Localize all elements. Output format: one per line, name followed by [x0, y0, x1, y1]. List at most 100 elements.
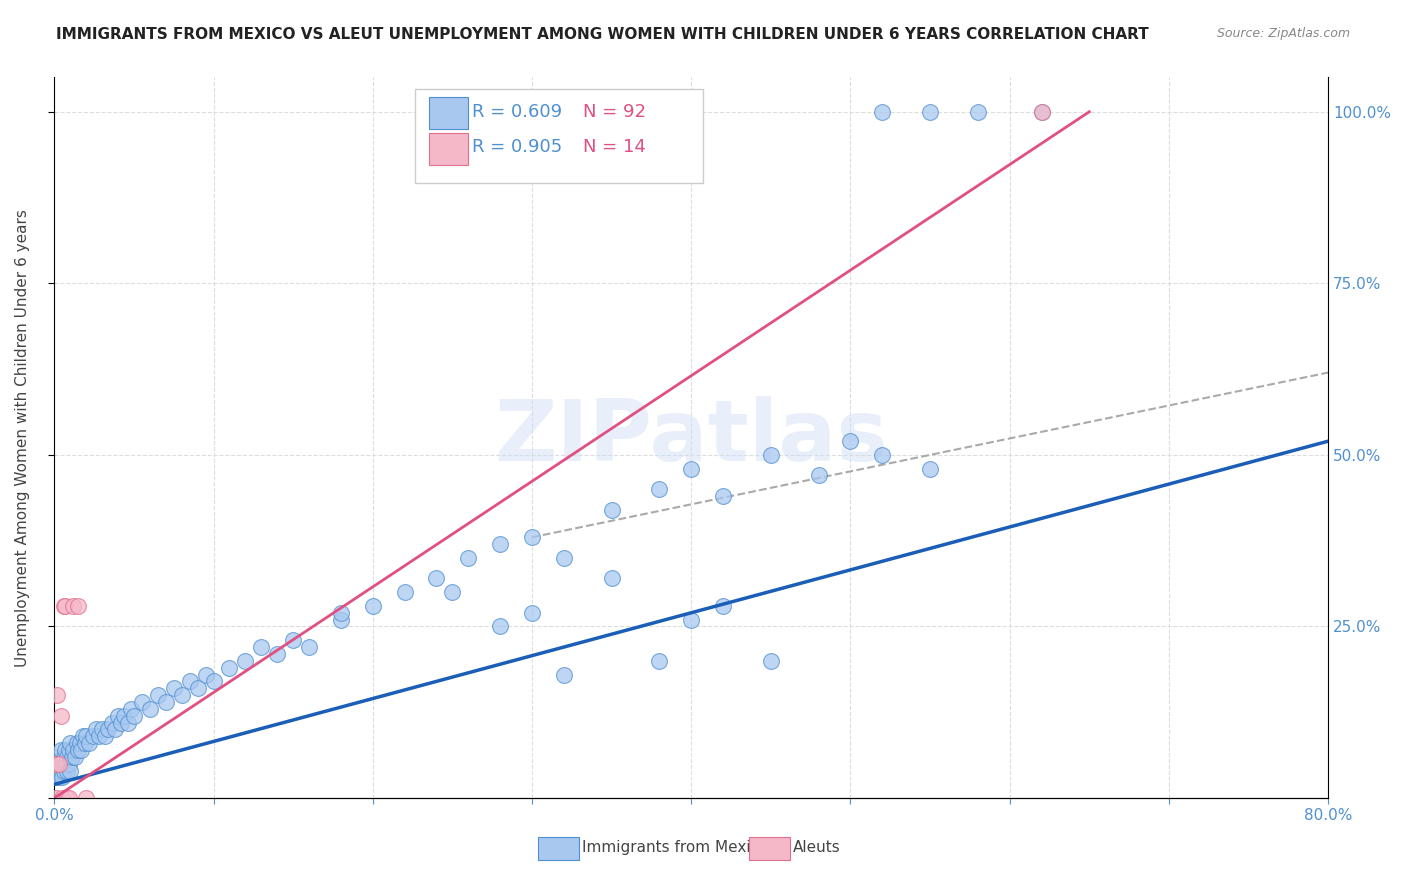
Text: R = 0.609: R = 0.609 — [472, 103, 562, 120]
Point — [67, 599, 90, 613]
Point — [97, 723, 120, 737]
Point — [425, 571, 447, 585]
Point — [75, 791, 97, 805]
Text: N = 14: N = 14 — [583, 138, 647, 156]
Point — [91, 723, 114, 737]
Point — [60, 750, 83, 764]
Point — [194, 667, 217, 681]
Point — [59, 764, 82, 778]
Point — [155, 695, 177, 709]
Point — [441, 585, 464, 599]
Point — [759, 654, 782, 668]
Point — [94, 729, 117, 743]
Point — [70, 743, 93, 757]
Point — [63, 750, 86, 764]
Point — [872, 448, 894, 462]
Point — [45, 791, 67, 805]
Point — [55, 743, 77, 757]
Text: Source: ZipAtlas.com: Source: ZipAtlas.com — [1216, 27, 1350, 40]
Point — [51, 791, 73, 805]
Point — [329, 606, 352, 620]
Point — [457, 550, 479, 565]
Point — [48, 771, 70, 785]
Point — [918, 104, 941, 119]
Point — [553, 550, 575, 565]
Point — [104, 723, 127, 737]
Point — [67, 743, 90, 757]
Point — [553, 667, 575, 681]
Point — [759, 448, 782, 462]
Point — [82, 729, 104, 743]
Point — [179, 674, 201, 689]
Point — [281, 633, 304, 648]
Point — [100, 715, 122, 730]
Point — [218, 661, 240, 675]
Point — [187, 681, 209, 696]
Point — [872, 104, 894, 119]
Point — [489, 537, 512, 551]
Y-axis label: Unemployment Among Women with Children Under 6 years: Unemployment Among Women with Children U… — [15, 209, 30, 666]
Point — [49, 743, 72, 757]
Point — [107, 708, 129, 723]
Point — [84, 723, 107, 737]
Point — [711, 489, 734, 503]
Point — [45, 756, 67, 771]
Point — [139, 702, 162, 716]
Text: Immigrants from Mexico: Immigrants from Mexico — [582, 840, 769, 855]
Point — [839, 434, 862, 449]
Point — [55, 599, 77, 613]
Point — [49, 708, 72, 723]
Text: ZIPatlas: ZIPatlas — [495, 396, 889, 479]
Point — [46, 756, 69, 771]
Point — [250, 640, 273, 654]
Point — [51, 771, 73, 785]
Point — [131, 695, 153, 709]
Point — [62, 743, 84, 757]
Point — [46, 764, 69, 778]
Point — [918, 461, 941, 475]
Point — [56, 791, 79, 805]
Point — [681, 461, 703, 475]
Point — [117, 715, 139, 730]
Point — [58, 756, 80, 771]
Point — [202, 674, 225, 689]
Point — [648, 654, 671, 668]
Point — [52, 750, 75, 764]
Point — [49, 764, 72, 778]
Point — [711, 599, 734, 613]
Point — [122, 708, 145, 723]
Point — [120, 702, 142, 716]
Point — [298, 640, 321, 654]
Point — [56, 764, 79, 778]
Text: IMMIGRANTS FROM MEXICO VS ALEUT UNEMPLOYMENT AMONG WOMEN WITH CHILDREN UNDER 6 Y: IMMIGRANTS FROM MEXICO VS ALEUT UNEMPLOY… — [56, 27, 1149, 42]
Point — [1031, 104, 1053, 119]
Point — [266, 647, 288, 661]
Point — [807, 468, 830, 483]
Point — [73, 736, 96, 750]
Point — [58, 791, 80, 805]
Point — [394, 585, 416, 599]
Point — [520, 530, 543, 544]
Point — [48, 750, 70, 764]
Point — [65, 736, 87, 750]
Point — [46, 688, 69, 702]
Point — [56, 750, 79, 764]
Point — [170, 688, 193, 702]
Point — [110, 715, 132, 730]
Point — [600, 503, 623, 517]
Text: Aleuts: Aleuts — [793, 840, 841, 855]
Point — [62, 599, 84, 613]
Point — [520, 606, 543, 620]
Point — [163, 681, 186, 696]
Point — [489, 619, 512, 633]
Point — [112, 708, 135, 723]
Point — [648, 482, 671, 496]
Point — [79, 736, 101, 750]
Point — [58, 743, 80, 757]
Point — [966, 104, 988, 119]
Point — [52, 599, 75, 613]
Point — [146, 688, 169, 702]
Point — [1031, 104, 1053, 119]
Point — [45, 771, 67, 785]
Point — [69, 736, 91, 750]
